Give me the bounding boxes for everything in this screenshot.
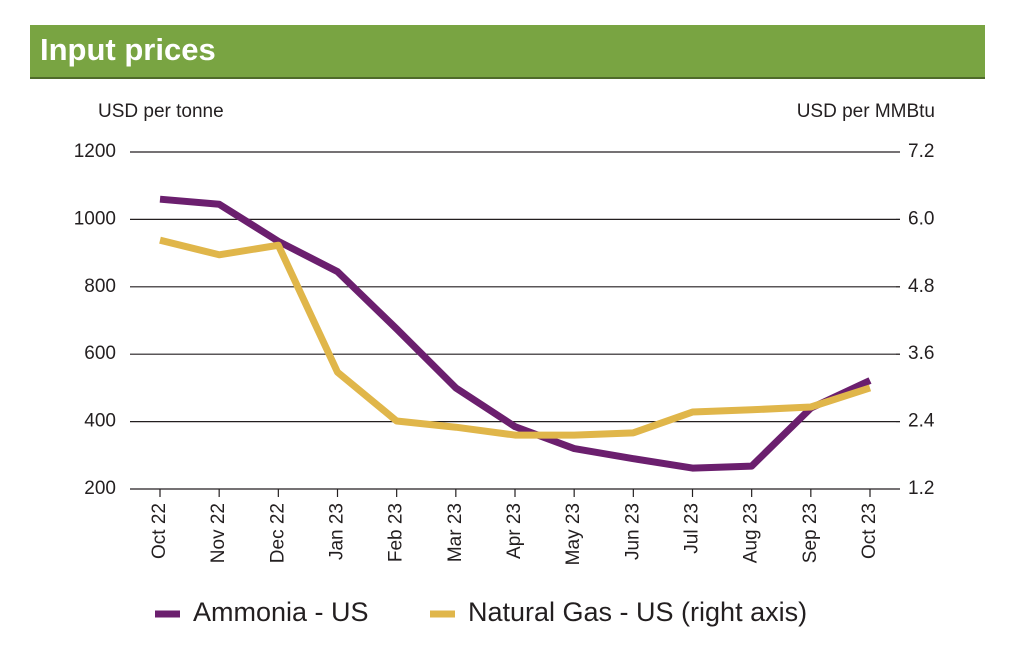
x-tick-label: Aug 23 — [741, 503, 762, 563]
y2-tick-label: 7.2 — [908, 141, 934, 162]
y-tick-label: 1200 — [74, 141, 116, 162]
y-tick-label: 400 — [84, 411, 116, 432]
y-tick-label: 600 — [84, 343, 116, 364]
header-rule — [30, 77, 985, 79]
series-line — [159, 195, 872, 472]
header-bar — [30, 25, 985, 77]
x-tick-label: May 23 — [563, 503, 584, 565]
x-tick-label: Mar 23 — [445, 503, 466, 562]
y2-tick-label: 1.2 — [908, 478, 934, 499]
y2-tick-label: 4.8 — [908, 276, 934, 297]
y-axis-label: USD per tonne — [98, 101, 224, 122]
y-tick-label: 1000 — [74, 208, 116, 229]
y-tick-label: 200 — [84, 478, 116, 499]
y2-axis-label: USD per MMBtu — [797, 101, 935, 122]
x-tick-label: Oct 23 — [859, 503, 880, 559]
y2-tick-label: 6.0 — [908, 208, 934, 229]
y2-tick-label: 3.6 — [908, 343, 934, 364]
x-tick-label: Sep 23 — [800, 503, 821, 563]
legend-label: Ammonia - US — [193, 597, 369, 627]
x-tick-label: Jan 23 — [327, 503, 348, 560]
x-tick-label: Apr 23 — [504, 503, 525, 559]
x-tick-label: Jun 23 — [622, 503, 643, 560]
x-tick-label: Nov 22 — [208, 503, 229, 563]
x-tick-label: Jul 23 — [682, 503, 703, 554]
legend-label: Natural Gas - US (right axis) — [468, 597, 807, 627]
chart-title: Input prices — [40, 32, 216, 67]
x-tick-label: Dec 22 — [267, 503, 288, 563]
x-tick-label: Oct 22 — [149, 503, 170, 559]
series-line — [159, 236, 872, 439]
x-tick-label: Feb 23 — [386, 503, 407, 562]
y2-tick-label: 2.4 — [908, 411, 935, 432]
y-tick-label: 800 — [84, 276, 116, 297]
